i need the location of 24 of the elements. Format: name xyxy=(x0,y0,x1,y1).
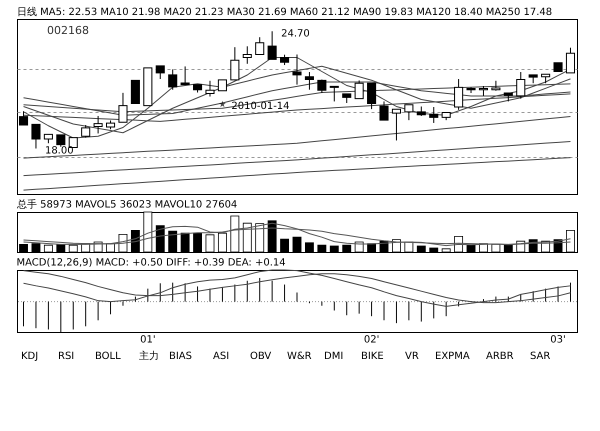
text: KDJ xyxy=(21,351,38,362)
annotation: 24.70 xyxy=(281,28,310,40)
chart-title: 总手 58973 MAVOL5 36023 MAVOL10 27604 xyxy=(16,198,238,211)
text: ARBR xyxy=(486,351,514,362)
chart-title: MACD(12,26,9) MACD: +0.50 DIFF: +0.39 DEA: +0.14 xyxy=(16,258,286,268)
text: OBV xyxy=(250,351,272,362)
text: BIKE xyxy=(361,351,384,362)
chart-title: 日线 MA5: 22.53 MA10 21.98 MA20 21.23 MA30 21.69 MA60 21.12 MA90 19.83 MA120 18.40 MA250 17.48 xyxy=(17,6,552,18)
text: ASI xyxy=(213,351,230,362)
x-tick-label: 03' xyxy=(550,334,566,346)
annotation: 002168 xyxy=(47,24,89,37)
x-tick-label: 01' xyxy=(140,334,156,346)
text: SAR xyxy=(530,351,550,362)
annotation: 2010-01-14 xyxy=(231,101,290,112)
x-tick-label: 02' xyxy=(364,334,380,346)
text: 主力 xyxy=(139,350,159,362)
text: BIAS xyxy=(169,351,192,362)
text: BOLL xyxy=(95,351,122,362)
text: EXPMA xyxy=(435,351,470,362)
text: DMI xyxy=(324,351,344,362)
text: VR xyxy=(405,351,419,362)
annotation: 18.00 xyxy=(44,146,74,156)
text: RSI xyxy=(58,351,74,362)
text: W&R xyxy=(287,351,312,362)
